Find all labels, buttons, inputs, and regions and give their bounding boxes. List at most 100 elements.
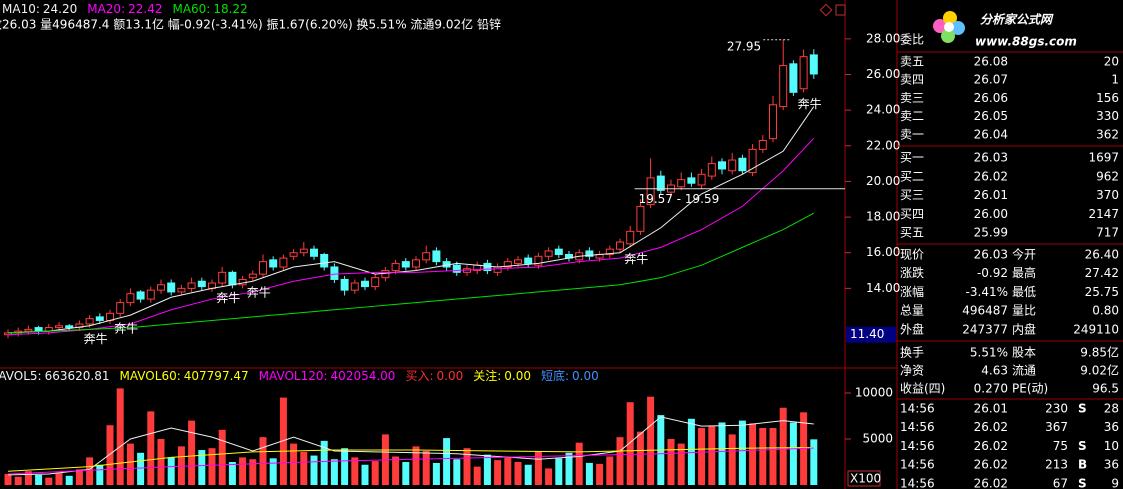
y-tick-label: 22.00: [866, 138, 900, 152]
signal: 奔牛: [216, 290, 240, 305]
legend-name: MA10:: [2, 2, 40, 16]
volume-bar: [687, 418, 695, 485]
stat-label: 总量: [900, 304, 924, 318]
candle-body: [310, 248, 318, 257]
candle-body: [412, 259, 420, 268]
volume-bar: [473, 466, 481, 485]
order-qty: 717: [1096, 226, 1119, 240]
candle-body: [799, 56, 808, 90]
legend-name: MAVOL5:: [0, 369, 42, 383]
volume-bar: [453, 459, 461, 485]
volume-bar: [402, 462, 410, 485]
order-label: 卖二: [900, 109, 924, 123]
stat-label: 最低: [1012, 285, 1036, 299]
stat-value: 5.51%: [970, 346, 1008, 360]
candle-body: [85, 318, 94, 325]
order-price: 26.08: [974, 55, 1008, 69]
panel-header: 委比: [900, 33, 924, 47]
ma-line: [7, 447, 814, 475]
legend-value: 24.20: [43, 2, 77, 16]
stat-label: 量比: [1012, 304, 1036, 318]
legend-value: 22.42: [128, 2, 162, 16]
order-price: 26.00: [974, 207, 1008, 221]
y-tick-label: 14.00: [866, 281, 900, 295]
legend-value: 18.22: [213, 2, 247, 16]
candle-body: [728, 159, 737, 172]
volume-bar: [422, 450, 430, 485]
order-price: 26.03: [974, 151, 1008, 165]
y-tick-label: 28.00: [866, 31, 900, 45]
signal: 奔牛: [798, 96, 822, 111]
y-tick-label: 16.00: [866, 245, 900, 259]
volume-bar: [177, 446, 185, 485]
tick-time: 14:56: [900, 420, 935, 434]
tick-qty: 230: [1045, 402, 1068, 416]
volume-bar: [749, 423, 757, 485]
indicator-name: 短底:: [541, 368, 569, 383]
stat-label: 内盘: [1012, 321, 1036, 336]
price-marker-label: 11.40: [850, 327, 884, 341]
candle-body: [350, 282, 359, 291]
unit-box: [847, 470, 881, 487]
stat-value: 26.03: [974, 248, 1008, 262]
stat-label: 换手: [900, 346, 924, 360]
volume-bar: [341, 448, 349, 485]
legend: MAVOL5:663620.81 MAVOL60:407797.47 MAVOL12…: [0, 368, 599, 383]
volume-bar: [504, 456, 512, 485]
tick-count: 36: [1104, 420, 1119, 434]
tick-side: S: [1078, 476, 1087, 489]
volume-bar: [585, 462, 593, 485]
legend-name: MA20:: [87, 2, 125, 16]
order-qty: 20: [1104, 55, 1119, 69]
order-label: 卖四: [900, 73, 924, 87]
stat-value: -0.92: [977, 266, 1008, 280]
candle-body: [636, 205, 645, 232]
stat-value: 496487: [962, 304, 1008, 318]
order-price: 26.02: [974, 169, 1008, 183]
candle-body: [585, 250, 594, 257]
tick-time: 14:56: [900, 439, 935, 453]
ma-line: [7, 137, 815, 336]
order-qty: 330: [1096, 109, 1119, 123]
y-tick-label: 26.00: [866, 67, 900, 81]
volume-bar: [35, 474, 43, 485]
candle-body: [544, 250, 553, 257]
volume-bar: [514, 462, 522, 485]
stat-value: 4.63: [981, 364, 1008, 378]
candle-body: [391, 262, 400, 272]
indicator-name: 买入:: [405, 369, 433, 383]
candle-body: [136, 291, 145, 300]
candle-body: [177, 287, 186, 293]
candle-body: [677, 179, 686, 188]
candle-body: [330, 266, 339, 280]
candle-body: [626, 230, 635, 245]
candle-body: [320, 254, 329, 268]
tick-time: 14:56: [900, 402, 935, 416]
candle-body: [197, 280, 206, 288]
volume-bar: [96, 464, 104, 485]
tick-price: 26.02: [974, 420, 1008, 434]
stat-value: 249110: [1073, 322, 1119, 336]
indicator-value: 0.00: [504, 369, 531, 383]
candle-body: [656, 175, 665, 191]
candle-body: [289, 252, 298, 257]
volume-bar: [718, 422, 726, 485]
tick-count: 36: [1104, 458, 1119, 472]
volume-bar: [575, 442, 583, 485]
volume-bar: [545, 468, 553, 485]
volume-bar: [708, 426, 716, 485]
legend-name: MAVOL60:: [120, 369, 181, 383]
order-qty: 1: [1111, 73, 1119, 87]
candle-body: [34, 327, 43, 332]
y-tick-label: 5000: [862, 432, 893, 446]
ma-line: [7, 416, 814, 476]
y-tick-label: 18.00: [866, 210, 900, 224]
stat-label: 净资: [900, 364, 924, 378]
volume-bar: [698, 427, 706, 485]
stat-value: 0.80: [1092, 304, 1119, 318]
tick-side: B: [1078, 458, 1087, 472]
tick-qty: 67: [1053, 476, 1068, 489]
volume-bar: [310, 455, 318, 485]
order-price: 26.06: [974, 91, 1008, 105]
